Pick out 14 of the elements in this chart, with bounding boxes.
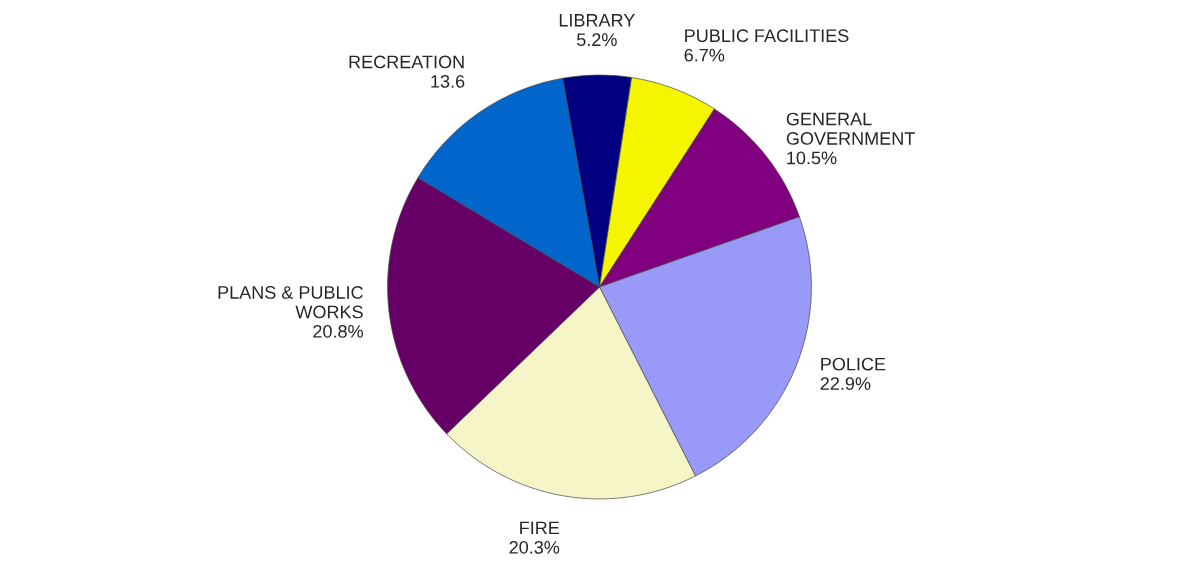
data-label: 10.5% xyxy=(787,151,837,165)
data-label: 6.7% xyxy=(684,48,725,62)
slice-label: RECREATION xyxy=(349,55,464,69)
data-label: 22.9% xyxy=(820,377,871,390)
data-label: 20.3% xyxy=(509,540,560,554)
data-label: 13.6 xyxy=(431,74,465,88)
data-label: 5.2% xyxy=(576,33,617,47)
slice-label: LIBRARY xyxy=(559,14,635,27)
slice-label: FIRE xyxy=(520,521,560,535)
data-label: 20.8% xyxy=(313,324,363,338)
slice-label: POLICE xyxy=(821,357,886,371)
slice-label: PLANS & PUBLIC WORKS xyxy=(218,286,363,319)
slice-label: GENERAL GOVERNMENT xyxy=(786,112,915,145)
slice-label: PUBLIC FACILITIES xyxy=(685,29,849,43)
